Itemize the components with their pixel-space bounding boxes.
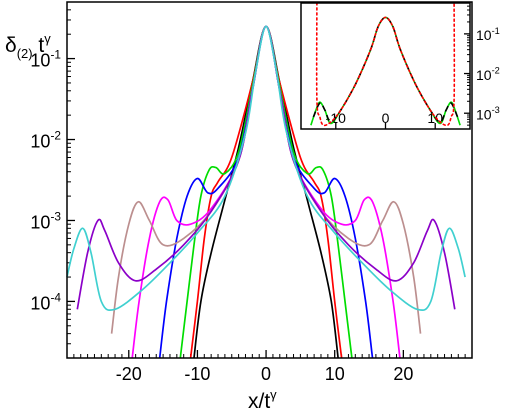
inset-y-tick-label-base: 10 (476, 107, 492, 123)
y-axis-label-sub: (2) (17, 46, 33, 61)
inset-y-tick-label: 10-1 (476, 26, 500, 43)
main-plot-frame (66, 1, 473, 359)
inset-series-line (312, 16, 459, 123)
main-x-tick-label: 10 (325, 364, 345, 384)
x-axis-label: x/tγ (248, 387, 277, 413)
y-axis-label-tail: t (33, 34, 45, 57)
inset-series-line (315, 2, 456, 127)
main-y-tick-label: 10-2 (30, 129, 61, 152)
main-y-tick-label-exponent: -2 (50, 129, 61, 143)
main-series-line (66, 25, 466, 312)
main-y-tick-label-base: 10 (30, 294, 50, 314)
inset-axis-ticks: -10 0 10 10-310-210-1 (326, 5, 500, 130)
main-y-tick-label-base: 10 (30, 213, 50, 233)
x-axis-label-sup: γ (270, 387, 277, 402)
main-x-tick-label: -20 (116, 364, 142, 384)
main-y-tick-label-exponent: -4 (50, 290, 61, 304)
inset-x-tick-label: 0 (382, 110, 390, 126)
main-y-tick-label-base: 10 (30, 132, 50, 152)
inset-background (301, 3, 470, 129)
main-y-tick-label-exponent: -3 (50, 209, 61, 223)
inset-y-tick-label: 10-2 (476, 66, 500, 83)
main-x-tick-label: 20 (393, 364, 413, 384)
y-axis-label-main: δ (5, 34, 17, 57)
main-y-tick-label-exponent: -1 (50, 48, 61, 62)
inset-y-tick-label: 10-3 (476, 105, 500, 122)
inset-y-tick-label-base: 10 (476, 67, 492, 83)
main-y-tick-label: 10-1 (30, 48, 61, 71)
y-axis-label-sup: γ (44, 31, 51, 46)
main-y-tick-label: 10-3 (30, 209, 61, 232)
main-series-group (66, 25, 466, 359)
inset-y-tick-label-exponent: -1 (492, 26, 500, 36)
main-x-tick-label: 0 (261, 364, 271, 384)
x-axis-label-main: x/t (248, 390, 270, 413)
inset-y-tick-label-exponent: -3 (492, 105, 500, 115)
inset-y-tick-label-base: 10 (476, 27, 492, 43)
main-y-tick-label-base: 10 (30, 51, 50, 71)
y-axis-label: δ(2) tγ (5, 31, 51, 61)
inset-plot-frame (300, 2, 471, 130)
inset-series-group (310, 2, 461, 127)
main-y-tick-label: 10-4 (30, 290, 61, 313)
inset-y-tick-label-exponent: -2 (492, 66, 500, 76)
main-x-tick-label: -10 (184, 364, 210, 384)
